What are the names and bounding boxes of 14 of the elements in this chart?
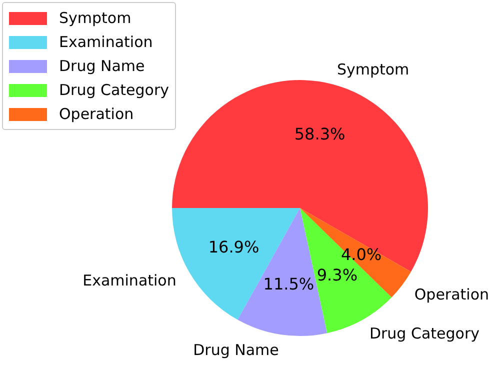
- data-label: 16.9%: [208, 237, 260, 256]
- slice-label: Symptom: [336, 60, 410, 78]
- legend-label: Drug Category: [59, 81, 170, 99]
- slice-label: Operation: [414, 285, 490, 304]
- data-label: 9.3%: [316, 266, 358, 285]
- data-label: 58.3%: [294, 124, 346, 144]
- data-label: 11.5%: [263, 274, 314, 294]
- slice-label: Drug Category: [369, 324, 480, 342]
- slice-label: Examination: [82, 272, 176, 290]
- legend-label: Operation: [59, 105, 134, 123]
- slice-label: Drug Name: [193, 340, 279, 359]
- legend-label: Symptom: [59, 9, 132, 27]
- legend-label: Examination: [59, 33, 153, 51]
- legend-label: Drug Name: [59, 57, 145, 75]
